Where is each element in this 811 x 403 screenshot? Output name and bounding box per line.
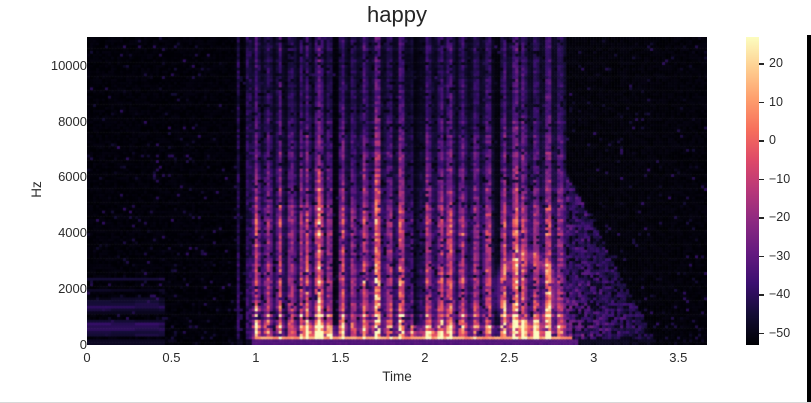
window-edge-dark-strip	[807, 35, 811, 402]
x-tick-label: 0.5	[162, 350, 181, 365]
colorbar-tick-mark	[759, 178, 764, 181]
x-tick-label: 0	[83, 350, 91, 365]
x-tick-label: 3.5	[669, 350, 688, 365]
colorbar-tick-label: 20	[769, 56, 783, 71]
x-tick-label: 2.5	[500, 350, 519, 365]
x-tick-label: 1.5	[331, 350, 350, 365]
colorbar-tick-label: −30	[769, 248, 791, 263]
spectrogram-heatmap	[87, 37, 707, 345]
y-tick-label: 10000	[50, 57, 87, 73]
chart-title: happy	[367, 2, 427, 27]
y-tick-label: 2000	[58, 281, 87, 297]
colorbar-tick-mark	[759, 294, 764, 296]
x-tick-label: 3	[590, 350, 598, 365]
colorbar-gradient	[746, 37, 759, 345]
y-tick-label: 6000	[58, 169, 87, 185]
x-axis-label: Time	[382, 369, 412, 384]
y-axis-label: Hz	[28, 181, 44, 198]
colorbar-tick-mark	[759, 332, 764, 335]
colorbar-tick-label: −20	[769, 210, 791, 225]
colorbar-tick-label: 0	[769, 133, 776, 148]
colorbar-tick-mark	[759, 140, 764, 142]
y-tick-label: 0	[79, 337, 87, 352]
colorbar-tick-mark	[759, 101, 764, 104]
colorbar-tick-mark	[759, 217, 764, 219]
y-tick-label: 4000	[58, 225, 87, 241]
colorbar-tick-label: −50	[769, 325, 791, 340]
x-tick-label: 1	[252, 350, 260, 365]
colorbar-tick-mark	[759, 63, 764, 65]
colorbar-tick-label: 10	[769, 94, 783, 109]
x-tick-label: 2	[421, 350, 429, 365]
y-tick-label: 8000	[58, 113, 87, 129]
colorbar-tick-mark	[759, 255, 764, 258]
colorbar-tick-label: −10	[769, 171, 791, 186]
colorbar-tick-label: −40	[769, 287, 791, 302]
